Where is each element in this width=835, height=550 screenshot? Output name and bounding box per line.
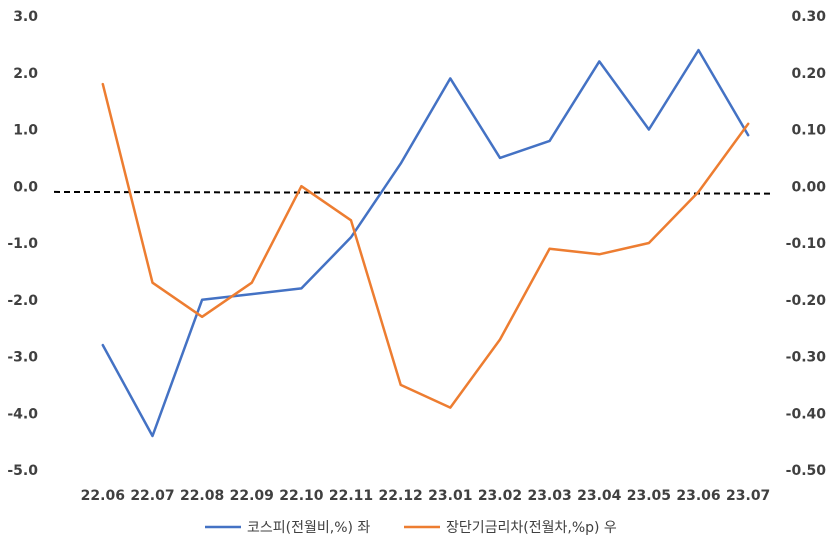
right-tick-label: 0.20: [791, 66, 826, 82]
right-tick-label: -0.50: [786, 463, 827, 479]
x-tick-label: 22.07: [130, 488, 174, 504]
series-line-0: [103, 50, 748, 436]
right-tick-label: 0.30: [791, 9, 826, 25]
x-tick-label: 23.07: [726, 488, 770, 504]
x-tick-label: 23.01: [428, 488, 472, 504]
x-tick-label: 23.05: [627, 488, 671, 504]
left-tick-label: -5.0: [7, 463, 38, 479]
left-tick-label: -1.0: [7, 236, 38, 252]
left-tick-label: -4.0: [7, 406, 38, 422]
x-tick-label: 22.09: [230, 488, 274, 504]
left-axis: 3.0 2.0 1.0 0.0 -1.0 -2.0 -3.0 -4.0 -5.0: [7, 9, 38, 479]
x-tick-label: 22.11: [329, 488, 373, 504]
left-tick-label: -2.0: [7, 293, 38, 309]
right-tick-label: -0.30: [786, 350, 827, 366]
left-tick-label: 2.0: [13, 66, 38, 82]
right-axis: 0.30 0.20 0.10 0.00 -0.10 -0.20 -0.30 -0.40 -0.5…: [786, 9, 827, 479]
legend-label: 코스피(전월비,%) 좌: [247, 520, 370, 536]
x-tick-label: 22.08: [180, 488, 224, 504]
legend: 코스피(전월비,%) 좌 장단기금리차(전월차,%p) 우: [205, 520, 617, 536]
x-tick-label: 23.02: [478, 488, 522, 504]
right-tick-label: -0.10: [786, 236, 827, 252]
left-tick-label: -3.0: [7, 350, 38, 366]
x-tick-label: 22.06: [81, 488, 125, 504]
left-tick-label: 1.0: [13, 123, 38, 139]
right-tick-label: 0.00: [791, 179, 826, 195]
right-tick-label: -0.20: [786, 293, 827, 309]
x-tick-label: 23.06: [676, 488, 720, 504]
x-tick-label: 23.03: [527, 488, 571, 504]
x-tick-label: 22.12: [379, 488, 423, 504]
x-tick-label: 22.10: [279, 488, 324, 504]
right-tick-label: -0.40: [786, 406, 827, 422]
left-tick-label: 3.0: [13, 9, 38, 25]
x-tick-label: 23.04: [577, 488, 622, 504]
legend-label: 장단기금리차(전월차,%p) 우: [446, 520, 617, 536]
reference-line: [54, 192, 770, 194]
x-axis: 22.06 22.07 22.08 22.09 22.10 22.11 22.12 23.01…: [81, 488, 771, 504]
left-tick-label: 0.0: [13, 179, 38, 195]
series-group: [103, 50, 749, 436]
right-tick-label: 0.10: [791, 123, 826, 139]
series-line-1: [103, 84, 748, 408]
reference-line-group: [54, 192, 770, 194]
